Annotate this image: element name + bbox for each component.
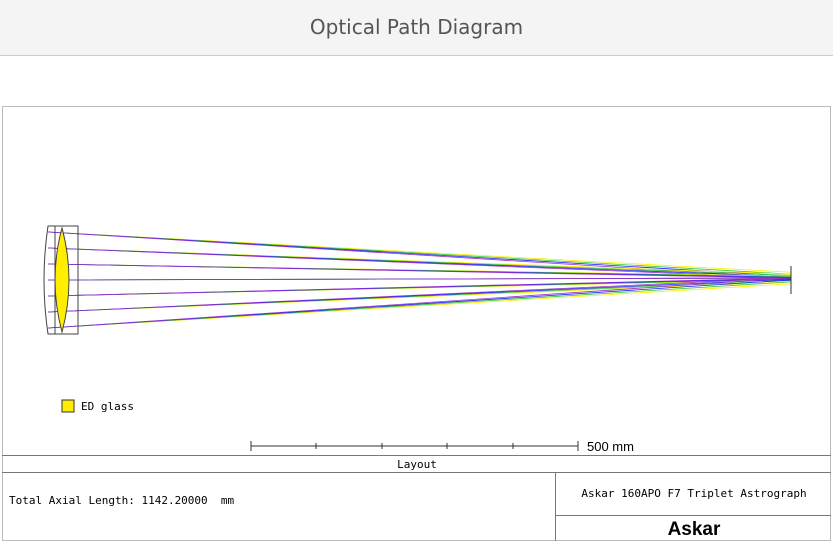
- lens-outer: [43, 225, 79, 335]
- ray: [47, 277, 792, 329]
- caption: Layout: [397, 458, 437, 471]
- rays: [47, 231, 792, 329]
- scale-label: 500 mm: [587, 439, 634, 454]
- logo: Askar: [668, 519, 721, 540]
- scale-bar: [250, 441, 579, 451]
- legend-label: ED glass: [81, 400, 134, 413]
- legend-swatch: [61, 399, 75, 413]
- axial-length: Total Axial Length: 1142.20000 mm: [9, 494, 235, 507]
- page-title: Optical Path Diagram: [309, 15, 524, 39]
- ray: [47, 277, 792, 281]
- ray: [47, 277, 792, 297]
- ray: [47, 277, 792, 313]
- ed-element: [54, 226, 70, 334]
- header: Optical Path Diagram: [0, 0, 833, 56]
- title-block: [2, 455, 831, 541]
- ray: [47, 263, 792, 279]
- ray: [47, 247, 792, 279]
- ray: [47, 231, 792, 279]
- model: Askar 160APO F7 Triplet Astrograph: [581, 487, 806, 500]
